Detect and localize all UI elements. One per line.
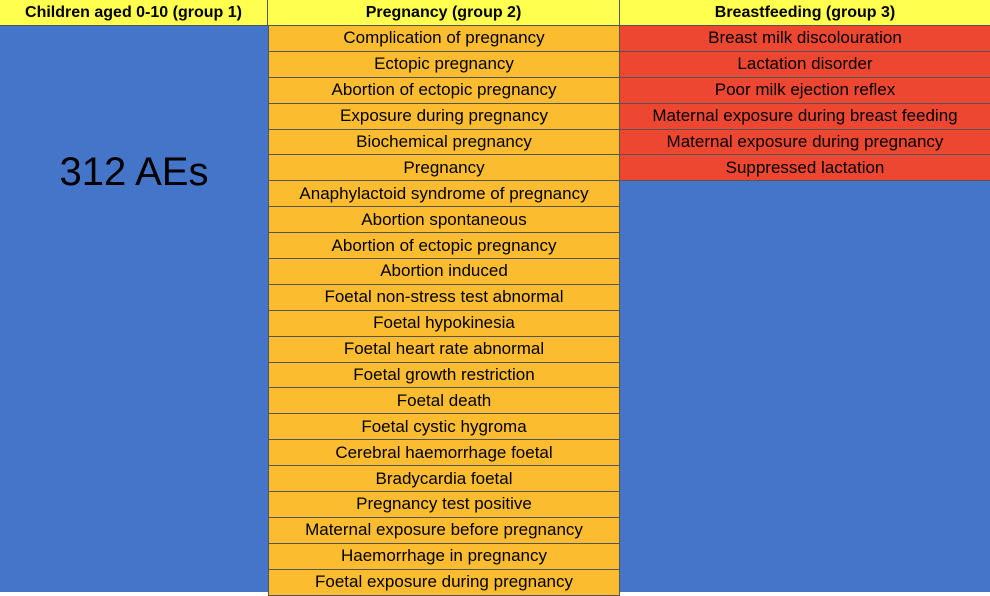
breastfeeding-list: Breast milk discolouration Lactation diso… (620, 26, 990, 182)
list-item: Pregnancy test positive (268, 492, 620, 518)
list-item: Abortion induced (268, 259, 620, 285)
list-item: Maternal exposure before pregnancy (268, 517, 620, 544)
list-item: Foetal hypokinesia (268, 310, 620, 337)
list-item: Haemorrhage in pregnancy (268, 543, 620, 570)
list-item: Poor milk ejection reflex (620, 77, 990, 104)
list-item: Exposure during pregnancy (268, 103, 620, 130)
list-item: Suppressed lactation (620, 155, 990, 182)
header-group1: Children aged 0-10 (group 1) (0, 0, 268, 26)
list-item: Foetal heart rate abnormal (268, 336, 620, 363)
list-item: Maternal exposure during pregnancy (620, 129, 990, 156)
list-item: Abortion of ectopic pregnancy (268, 77, 620, 104)
group1-count: 312 AEs (59, 150, 209, 194)
list-item: Breast milk discolouration (620, 26, 990, 52)
pregnancy-list: Complication of pregnancy Ectopic pregnan… (268, 26, 620, 596)
list-item: Foetal non-stress test abnormal (268, 284, 620, 311)
group3-empty-cell (620, 181, 990, 592)
header-group3: Breastfeeding (group 3) (620, 0, 990, 26)
list-item: Complication of pregnancy (268, 26, 620, 52)
group1-cell (0, 26, 268, 592)
list-item: Anaphylactoid syndrome of pregnancy (268, 181, 620, 208)
list-item: Cerebral haemorrhage foetal (268, 440, 620, 467)
list-item: Maternal exposure during breast feeding (620, 103, 990, 130)
list-item: Abortion of ectopic pregnancy (268, 233, 620, 260)
list-item: Ectopic pregnancy (268, 51, 620, 78)
list-item: Lactation disorder (620, 51, 990, 78)
list-item: Pregnancy (268, 155, 620, 182)
header-group2: Pregnancy (group 2) (268, 0, 620, 26)
list-item: Foetal cystic hygroma (268, 414, 620, 441)
list-item: Foetal exposure during pregnancy (268, 569, 620, 596)
list-item: Bradycardia foetal (268, 466, 620, 493)
list-item: Biochemical pregnancy (268, 129, 620, 156)
list-item: Foetal death (268, 388, 620, 415)
list-item: Foetal growth restriction (268, 362, 620, 389)
list-item: Abortion spontaneous (268, 207, 620, 234)
